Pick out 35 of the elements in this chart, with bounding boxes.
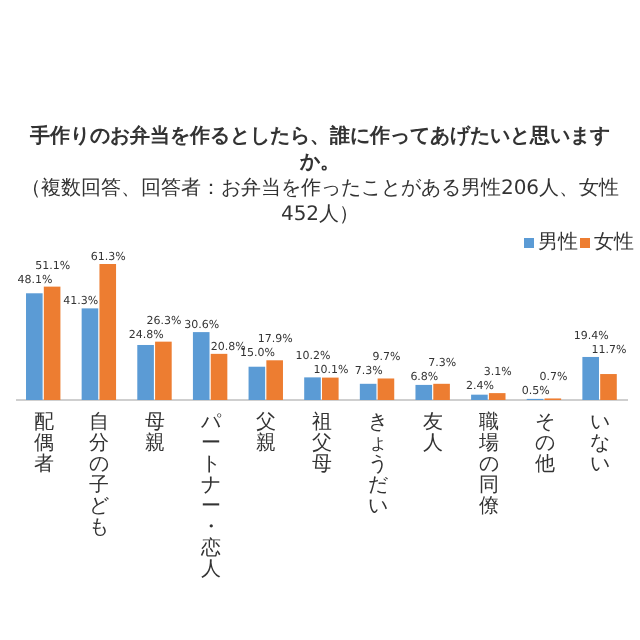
- bar: [81, 308, 99, 400]
- x-tick-label: 母親: [145, 412, 166, 455]
- bar: [155, 341, 172, 400]
- bar: [582, 356, 599, 400]
- x-tick-label: 祖父母: [312, 410, 332, 476]
- bar: [433, 383, 450, 400]
- bar: [99, 264, 117, 400]
- x-tick-label: 自分の子ども: [89, 410, 110, 539]
- bar: [192, 332, 210, 400]
- bar: [26, 293, 43, 400]
- bar: [377, 378, 395, 400]
- bar: [266, 360, 283, 400]
- bar: [322, 377, 339, 400]
- x-tick-label: 配偶者: [33, 412, 54, 476]
- bar: [471, 394, 488, 400]
- x-tick-label: 職場の同僚: [476, 410, 499, 518]
- bar: [600, 374, 617, 400]
- legend-label: 男性: [538, 230, 578, 254]
- bar: [415, 384, 433, 400]
- x-tick-label: いない: [590, 412, 611, 476]
- bar: [210, 353, 228, 400]
- bar: [359, 383, 377, 400]
- chart-title: 手作りのお弁当を作るとしたら、誰に作ってあげたいと思いますか。: [28, 124, 612, 176]
- bar: [304, 377, 321, 400]
- bar: [137, 344, 154, 400]
- chart-subtitle: （複数回答、回答者：お弁当を作ったことがある男性206人、女性452人）: [18, 176, 622, 228]
- x-tick-label: きょうだい: [367, 412, 388, 518]
- x-tick-label: その他: [534, 412, 555, 476]
- x-tick-label: 友人: [423, 412, 444, 455]
- bar: [43, 286, 61, 400]
- x-tick-label: 父親: [256, 410, 277, 455]
- bar: [488, 393, 506, 400]
- legend-label: 女性: [594, 230, 634, 254]
- x-tick-label: パートナー・恋人: [198, 412, 223, 581]
- bar: [248, 366, 266, 400]
